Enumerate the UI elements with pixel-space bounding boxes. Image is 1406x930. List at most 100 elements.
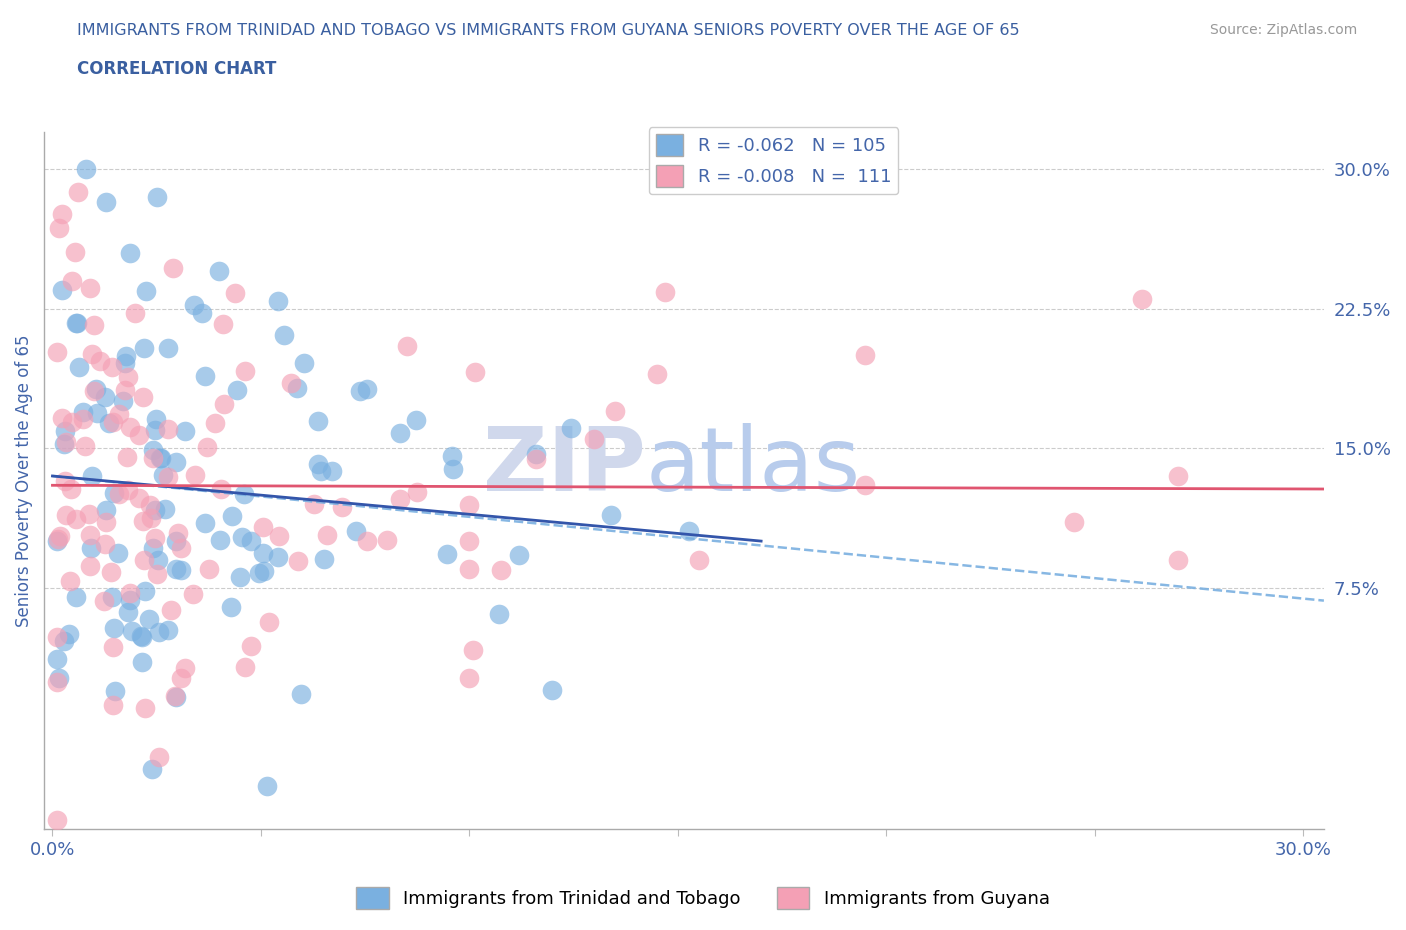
Point xyxy=(96,194,118,209)
Text: atlas: atlas xyxy=(645,423,860,511)
Point xyxy=(233,487,256,502)
Point xyxy=(142,541,165,556)
Point xyxy=(59,574,82,589)
Point xyxy=(53,424,76,439)
Point xyxy=(156,470,179,485)
Point xyxy=(153,501,176,516)
Point xyxy=(156,422,179,437)
Point xyxy=(1167,552,1189,567)
Point xyxy=(488,606,510,621)
Point xyxy=(111,394,134,409)
Point xyxy=(101,698,124,713)
Legend: R = -0.062   N = 105, R = -0.008   N =  111: R = -0.062 N = 105, R = -0.008 N = 111 xyxy=(648,127,898,194)
Point xyxy=(688,552,710,567)
Point xyxy=(204,416,226,431)
Point xyxy=(72,411,94,426)
Point xyxy=(132,340,155,355)
Point xyxy=(307,413,329,428)
Point xyxy=(51,206,73,221)
Point xyxy=(508,548,530,563)
Point xyxy=(117,604,139,619)
Point xyxy=(191,306,214,321)
Point xyxy=(395,339,418,353)
Point xyxy=(330,499,353,514)
Point xyxy=(491,563,513,578)
Point xyxy=(124,305,146,320)
Point xyxy=(60,273,83,288)
Point xyxy=(853,348,876,363)
Point xyxy=(287,553,309,568)
Point xyxy=(132,390,155,405)
Point xyxy=(46,532,69,547)
Point xyxy=(53,474,76,489)
Point xyxy=(98,416,121,431)
Point xyxy=(165,689,187,704)
Point xyxy=(65,590,87,604)
Point xyxy=(344,524,367,538)
Point xyxy=(541,683,564,698)
Point xyxy=(183,468,205,483)
Point xyxy=(75,162,97,177)
Point xyxy=(145,422,167,437)
Point xyxy=(645,366,668,381)
Point xyxy=(181,586,204,601)
Point xyxy=(131,630,153,644)
Point xyxy=(152,468,174,483)
Point xyxy=(678,524,700,538)
Point xyxy=(560,420,582,435)
Point xyxy=(252,520,274,535)
Point xyxy=(84,381,107,396)
Point xyxy=(375,533,398,548)
Point xyxy=(654,285,676,299)
Text: CORRELATION CHART: CORRELATION CHART xyxy=(77,60,277,78)
Point xyxy=(224,286,246,300)
Point xyxy=(183,298,205,312)
Point xyxy=(134,583,156,598)
Point xyxy=(65,512,87,526)
Point xyxy=(129,629,152,644)
Point xyxy=(51,410,73,425)
Point xyxy=(312,551,335,566)
Point xyxy=(233,659,256,674)
Point xyxy=(302,497,325,512)
Point xyxy=(157,340,180,355)
Point xyxy=(131,654,153,669)
Point xyxy=(145,411,167,426)
Point xyxy=(118,592,141,607)
Point xyxy=(247,565,270,580)
Point xyxy=(83,317,105,332)
Point xyxy=(103,485,125,500)
Point xyxy=(356,381,378,396)
Point xyxy=(89,353,111,368)
Point xyxy=(115,349,138,364)
Point xyxy=(457,498,479,512)
Point xyxy=(117,369,139,384)
Point xyxy=(405,412,427,427)
Point xyxy=(118,419,141,434)
Point xyxy=(165,562,187,577)
Point xyxy=(134,284,156,299)
Point xyxy=(143,530,166,545)
Point xyxy=(195,439,218,454)
Point xyxy=(309,464,332,479)
Point xyxy=(120,585,142,600)
Point xyxy=(349,384,371,399)
Point xyxy=(389,491,412,506)
Point xyxy=(231,529,253,544)
Point xyxy=(121,623,143,638)
Point xyxy=(104,684,127,698)
Point xyxy=(134,701,156,716)
Point xyxy=(108,406,131,421)
Y-axis label: Seniors Poverty Over the Age of 65: Seniors Poverty Over the Age of 65 xyxy=(15,335,32,627)
Point xyxy=(259,615,281,630)
Point xyxy=(267,294,290,309)
Point xyxy=(458,562,481,577)
Point xyxy=(605,404,627,418)
Point xyxy=(48,220,70,235)
Point xyxy=(108,487,131,502)
Point xyxy=(209,533,232,548)
Point xyxy=(49,528,72,543)
Point xyxy=(103,621,125,636)
Point xyxy=(211,316,233,331)
Point xyxy=(80,346,103,361)
